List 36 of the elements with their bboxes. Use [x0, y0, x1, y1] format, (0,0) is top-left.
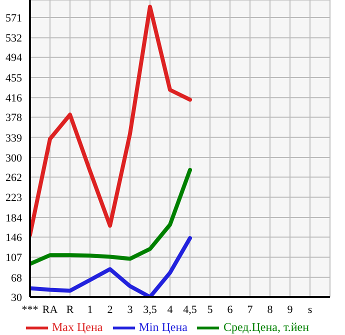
x-tick-label: *** [22, 304, 38, 316]
x-tick-label: 5 [207, 304, 214, 316]
x-tick-label: s [308, 304, 312, 316]
x-tick-label: 8 [267, 304, 274, 316]
y-tick-label: 146 [6, 232, 22, 244]
x-tick-label: 7 [247, 304, 254, 316]
y-tick-label: 68 [11, 272, 22, 284]
line-series [30, 4, 192, 238]
x-tick-label: RA [42, 304, 58, 316]
x-tick-label: 4,5 [183, 304, 198, 316]
x-tick-label: 6 [227, 304, 234, 316]
y-tick-label: 223 [6, 192, 22, 204]
y-tick-label: 378 [6, 112, 22, 124]
x-tick-label: 9 [287, 304, 294, 316]
x-tick-label: 3 [127, 304, 134, 316]
legend-label: Max Цена [52, 320, 103, 334]
x-tick-label: 4 [167, 304, 174, 316]
y-tick-label: 339 [6, 132, 22, 144]
x-tick-label: R [66, 304, 74, 316]
x-tick-label: 3,5 [143, 304, 158, 316]
y-tick-label: 494 [6, 52, 22, 64]
y-tick-label: 107 [6, 252, 22, 264]
legend-label: Min Цена [138, 320, 188, 334]
line-series [30, 168, 192, 266]
y-tick-label: 30 [11, 292, 22, 304]
y-tick-label: 455 [6, 72, 22, 84]
y-tick-label: 571 [6, 12, 22, 24]
y-tick-label: 262 [6, 172, 22, 184]
y-tick-label: 416 [6, 92, 22, 105]
x-tick-label: 1 [87, 304, 93, 316]
line-series [30, 236, 192, 297]
y-tick-label: 532 [6, 32, 22, 45]
legend-label: Сред.Цена, т.йен [223, 320, 310, 334]
y-tick-label: 300 [6, 152, 22, 164]
y-tick-label: 184 [6, 212, 22, 224]
x-tick-label: 2 [107, 304, 113, 316]
